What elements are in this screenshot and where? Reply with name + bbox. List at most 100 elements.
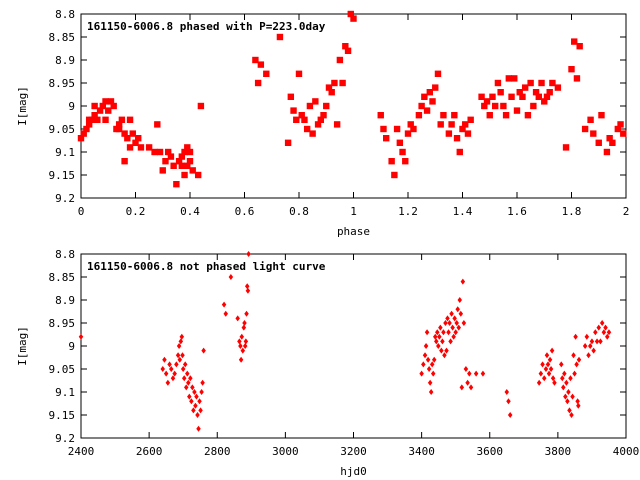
data-point [542,375,547,382]
data-point [246,251,251,257]
data-point [284,139,292,146]
data-point [293,116,300,123]
data-point [91,112,98,119]
data-point [178,338,184,345]
data-point [564,379,569,386]
data-point [593,329,598,336]
data-point [197,398,202,405]
data-point [576,356,582,363]
x-tick-label: 1.6 [507,205,527,218]
data-point [388,158,395,165]
y-tick-label: 8.8 [55,248,75,261]
x-tick-label: 0 [78,205,85,218]
data-point [238,356,244,363]
data-point [145,144,153,151]
data-point [545,361,551,368]
data-point [163,370,169,377]
data-point [187,393,192,400]
data-point [591,347,596,354]
data-point [173,181,180,188]
data-point [263,70,270,77]
data-point [156,148,164,156]
data-point [582,343,588,349]
x-axis-label: phase [337,225,370,238]
data-point [587,343,593,349]
x-tick-label: 0.2 [126,205,146,218]
data-point [536,379,542,386]
data-point [295,70,303,77]
data-point [188,375,193,382]
data-point [306,102,314,110]
data-point [191,407,196,414]
data-point [309,130,316,137]
data-point [328,89,335,96]
data-point [541,98,548,105]
data-point [192,389,197,395]
data-point [507,412,513,418]
data-point [200,379,205,386]
x-tick-label: 1.2 [398,205,418,218]
data-point [561,384,566,391]
data-point [314,121,322,128]
data-point [448,338,453,345]
data-point [447,320,452,326]
x-tick-label: 3800 [545,445,572,458]
data-point [174,361,179,368]
data-point [425,356,431,363]
x-tick-label: 2800 [204,445,231,458]
data-point [160,366,165,372]
data-point [339,79,346,87]
data-point [393,125,401,133]
data-point [546,370,552,377]
y-tick-label: 9.15 [49,169,76,182]
data-point [590,130,597,137]
data-point [502,112,510,119]
data-point [547,356,553,363]
data-point [543,366,549,372]
data-point [179,333,185,340]
data-point [244,283,250,290]
data-point [118,116,126,123]
data-point [429,98,436,105]
data-point [483,98,491,105]
x-tick-label: 3200 [340,445,367,458]
data-point [459,125,466,133]
data-point [185,370,190,377]
chart-panel-1: 8.8 8.85 8.9 8.95 9 9.05 9.1 9.15 9.20 0.2 0.4 0.6 0… [16,8,629,238]
y-axis-label: I[mag] [16,86,29,126]
data-point [562,370,567,377]
data-point [241,324,247,331]
data-point [586,352,591,359]
data-point [440,112,447,119]
data-point [124,135,131,142]
data-point [126,144,134,151]
data-point [614,125,622,133]
data-point [435,329,440,336]
data-point [94,116,101,123]
data-point [91,102,98,110]
data-point [584,333,590,340]
data-point [598,338,603,345]
data-point [452,315,457,322]
data-point [377,112,384,119]
data-point [458,310,464,317]
data-point [102,116,109,123]
data-point [276,33,284,41]
data-point [450,324,455,331]
y-tick-label: 9 [68,100,75,113]
data-point [442,352,447,359]
data-point [449,310,454,317]
data-point [257,61,265,68]
data-point [170,375,176,382]
data-point [497,89,504,96]
data-point [463,366,469,372]
data-point [494,79,502,87]
data-point [182,361,188,368]
data-point [105,107,112,114]
y-tick-label: 8.85 [49,31,76,44]
data-point [598,112,605,119]
y-tick-label: 9.1 [55,386,75,399]
data-point [456,324,462,331]
data-point [172,370,177,377]
